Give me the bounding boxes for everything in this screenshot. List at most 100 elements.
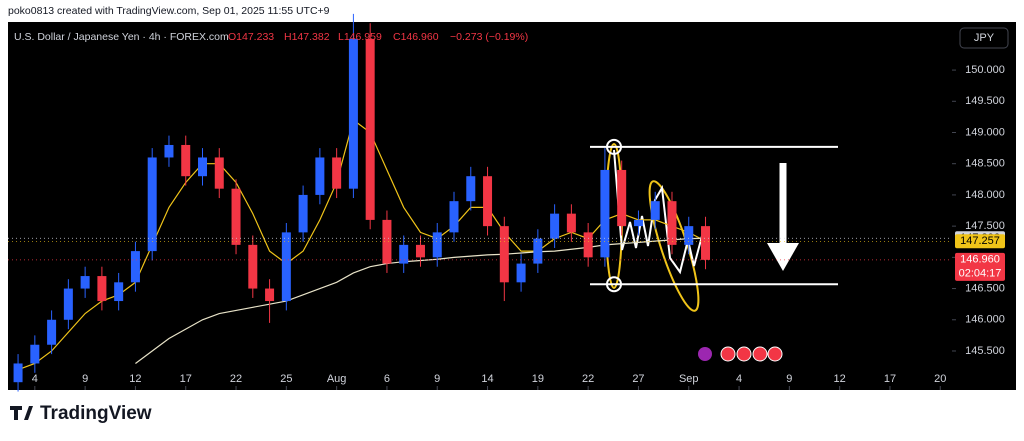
y-tick-label: 148.000 xyxy=(965,189,1005,201)
candle-body xyxy=(600,169,610,258)
candle-body xyxy=(348,38,358,189)
candle-body xyxy=(181,144,191,177)
candle-body xyxy=(147,157,157,252)
candle-body xyxy=(63,288,73,320)
candle-body xyxy=(315,157,325,195)
candle-body xyxy=(432,232,442,258)
candle-body xyxy=(650,201,660,220)
plot xyxy=(8,13,956,392)
candle-body xyxy=(684,226,694,245)
y-tick-label: 149.000 xyxy=(965,126,1005,138)
candle-body xyxy=(701,226,711,260)
y-tick-label: 145.500 xyxy=(965,345,1005,357)
candle-body xyxy=(399,244,409,264)
x-tick-label: 20 xyxy=(934,373,946,385)
candle-body xyxy=(617,169,627,227)
x-tick-label: 25 xyxy=(280,373,292,385)
x-tick-label: 22 xyxy=(582,373,594,385)
candle-body xyxy=(30,344,40,364)
candle-body xyxy=(499,226,509,283)
level-anchor xyxy=(606,276,622,293)
legend-close: C146.960 xyxy=(393,31,439,43)
legend-change: −0.273 (−0.19%) xyxy=(450,31,528,43)
price-tag-label: 147.257 xyxy=(960,235,1000,247)
legend-open: O147.233 xyxy=(228,31,274,43)
event-icon xyxy=(720,346,736,362)
candle-body xyxy=(449,201,459,233)
y-tick-label: 149.500 xyxy=(965,95,1005,107)
candle-body xyxy=(298,194,308,233)
candle-body xyxy=(265,288,275,302)
x-tick-label: 12 xyxy=(834,373,846,385)
candle-body xyxy=(114,282,124,302)
legend-low: L146.959 xyxy=(338,31,382,43)
x-tick-label: 9 xyxy=(786,373,792,385)
x-tick-label: 17 xyxy=(180,373,192,385)
candle-body xyxy=(382,219,392,264)
candle-body xyxy=(415,244,425,258)
candle-body xyxy=(583,232,593,258)
event-icon xyxy=(752,346,768,362)
x-tick-label: 22 xyxy=(230,373,242,385)
legend-high: H147.382 xyxy=(284,31,330,43)
x-tick-label: 9 xyxy=(82,373,88,385)
logo-icon xyxy=(10,406,33,420)
x-tick-label: Sep xyxy=(679,373,699,385)
x-tick-label: 4 xyxy=(736,373,742,385)
candle-body xyxy=(198,157,208,177)
x-tick-label: 14 xyxy=(481,373,493,385)
candle-body xyxy=(248,244,258,289)
legend-symbol: U.S. Dollar / Japanese Yen · 4h · FOREX.… xyxy=(14,31,229,43)
candle-body xyxy=(667,201,677,245)
price-tag-label: 146.960 xyxy=(960,254,1000,266)
candle-body xyxy=(281,232,291,302)
price-tag xyxy=(955,234,1005,249)
y-tick-label: 150.000 xyxy=(965,64,1005,76)
x-tick-label: Aug xyxy=(327,373,347,385)
drawings xyxy=(605,143,799,362)
level-anchor xyxy=(606,138,622,155)
x-tick-label: 27 xyxy=(632,373,644,385)
x-tick-label: 17 xyxy=(884,373,896,385)
price-tag xyxy=(955,252,1005,281)
candle-body xyxy=(466,176,476,202)
y-tick-label: 146.500 xyxy=(965,282,1005,294)
x-tick-label: 4 xyxy=(32,373,38,385)
x-tick-label: 12 xyxy=(129,373,141,385)
chart-bg xyxy=(8,22,1016,390)
countdown: 02:04:17 xyxy=(959,268,1002,280)
candle-body xyxy=(533,238,543,264)
caption: poko0813 created with TradingView.com, S… xyxy=(8,5,330,17)
candle-body xyxy=(80,276,90,289)
candle-body xyxy=(516,263,526,283)
candle-body xyxy=(13,363,23,383)
x-tick-label: 6 xyxy=(384,373,390,385)
y-tick-label: 146.000 xyxy=(965,314,1005,326)
candle-body xyxy=(164,144,174,158)
candle-body xyxy=(550,213,560,239)
candle-body xyxy=(47,319,57,345)
x-tick-label: 9 xyxy=(434,373,440,385)
brand: TradingView xyxy=(40,403,152,424)
candle-body xyxy=(566,213,576,233)
candle-body xyxy=(483,176,493,227)
candle-body xyxy=(231,188,241,245)
candle-body xyxy=(633,219,643,227)
currency[interactable]: JPY xyxy=(974,32,995,44)
y-tick-label: 148.500 xyxy=(965,158,1005,170)
candle-body xyxy=(97,276,107,302)
y-tick-label: 147.500 xyxy=(965,220,1005,232)
currency-button[interactable] xyxy=(959,27,1009,49)
candle-body xyxy=(130,251,140,283)
event-icon xyxy=(698,347,712,361)
candle-body xyxy=(365,38,375,220)
event-icon xyxy=(736,346,752,362)
candle-body xyxy=(214,157,224,189)
event-icon xyxy=(767,346,783,362)
arrow-head xyxy=(767,243,799,271)
logo: TradingView xyxy=(10,403,152,424)
candle-body xyxy=(332,157,342,189)
